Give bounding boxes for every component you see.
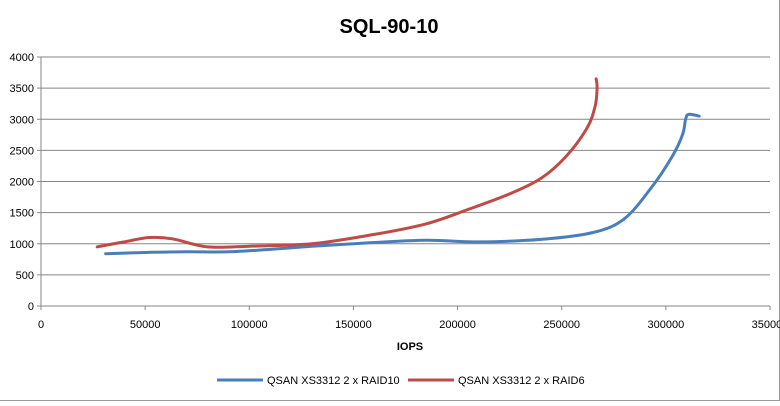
- x-axis-title: IOPS: [397, 341, 423, 353]
- x-tick-label: 250000: [543, 319, 580, 331]
- series: [95, 77, 701, 256]
- x-tick-label: 50000: [130, 319, 161, 331]
- chart-title: SQL-90-10: [340, 16, 439, 38]
- y-tick-label: 1500: [10, 208, 34, 220]
- y-tick-label: 2500: [10, 145, 34, 157]
- series-line-1: [104, 112, 701, 256]
- y-tick-label: 2000: [10, 177, 34, 189]
- legend-label-2: QSAN XS3312 2 x RAID6: [458, 375, 585, 387]
- y-tick-label: 1000: [10, 239, 34, 251]
- x-tick-label: 300000: [647, 319, 684, 331]
- grid: [37, 56, 771, 310]
- legend-label-1: QSAN XS3312 2 x RAID10: [267, 375, 400, 387]
- legend: QSAN XS3312 2 x RAID10 QSAN XS3312 2 x RA…: [217, 375, 585, 387]
- x-tick-label: 350000: [752, 319, 780, 331]
- y-tick-label: 3500: [10, 83, 34, 95]
- x-tick-label: 150000: [335, 319, 372, 331]
- x-tick-label: 0: [38, 319, 44, 331]
- axes: [40, 57, 770, 307]
- y-tick-label: 3000: [10, 114, 34, 126]
- y-tick-label: 0: [28, 301, 34, 313]
- x-tick-label: 100000: [231, 319, 268, 331]
- series-line-2: [95, 77, 599, 249]
- y-tick-label: 4000: [10, 52, 34, 64]
- tick-labels: 0 500 1000 1500 2000 2500 3000 3500 4000 0 50000 10…: [10, 52, 780, 331]
- x-tick-label: 200000: [439, 319, 476, 331]
- y-tick-label: 500: [16, 270, 34, 282]
